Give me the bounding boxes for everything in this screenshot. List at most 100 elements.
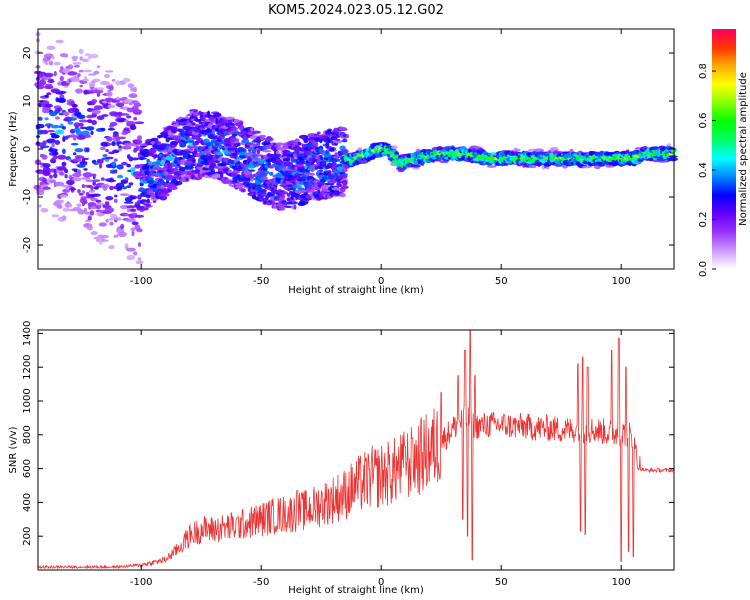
spectrogram-cell [309, 172, 315, 176]
spectrogram-cell [264, 170, 270, 174]
spectrogram-cell [74, 109, 80, 112]
spectrogram-cell [320, 184, 330, 190]
spectrogram-cell [321, 188, 330, 192]
spectrogram-cell [83, 201, 88, 204]
spectrogram-cell [133, 102, 142, 108]
spectrogram-x-ticks: -100 -50 0 50 100 [130, 29, 631, 287]
spectrogram-cell [303, 137, 309, 143]
spectrogram-cell [313, 133, 320, 137]
spectrogram-cell [342, 183, 348, 189]
colorbar-tick-label: 0.0 [698, 261, 709, 277]
spectrogram-cell [40, 208, 49, 213]
spectrogram-cell [58, 172, 65, 176]
spectrogram-cell [117, 231, 127, 237]
spectrogram-cell [123, 127, 130, 131]
spectrogram-cell [191, 122, 196, 125]
y-tick-label: 10 [22, 95, 33, 108]
spectrogram-cell [260, 136, 265, 140]
spectrogram-cell [47, 80, 55, 83]
spectrogram-cell [43, 53, 54, 59]
spectrogram-cell [237, 142, 241, 147]
spectrogram-cell [114, 217, 122, 221]
spectrogram-cell [101, 239, 109, 242]
spectrogram-cell [239, 126, 243, 131]
spectrogram-cell [109, 185, 114, 191]
spectrogram-cell [342, 133, 347, 138]
y-tick-label: -20 [22, 237, 33, 253]
spectrogram-cell [213, 112, 222, 118]
spectrogram-cell [50, 179, 56, 184]
spectrogram-cell [261, 176, 268, 180]
spectrogram-cell [220, 163, 227, 167]
spectrogram-cell [198, 133, 202, 138]
spectrogram-cell [329, 141, 335, 144]
spectrogram-cell [73, 152, 77, 156]
spectrogram-cell [100, 183, 110, 188]
spectrogram-cell [171, 135, 181, 140]
spectrogram-cell [46, 45, 56, 50]
spectrogram-cell [266, 153, 276, 157]
spectrogram-cell [133, 86, 138, 93]
spectrogram-cell [77, 209, 85, 215]
spectrogram-cell [91, 99, 98, 104]
spectrogram-cell [72, 62, 82, 65]
spectrogram-cell [78, 119, 89, 123]
spectrogram-cell [46, 92, 52, 96]
spectrogram-cell [102, 186, 108, 191]
spectrogram-cell [315, 142, 319, 148]
spectrogram-cell [111, 141, 116, 147]
spectrogram-cell [59, 194, 69, 198]
spectrogram-cell [170, 140, 179, 146]
spectrogram-cell [250, 127, 254, 132]
spectrogram-cell [319, 138, 323, 144]
spectrogram-cell [329, 148, 335, 152]
spectrogram-cell [44, 94, 49, 98]
x-tick-label: -100 [130, 276, 153, 287]
spectrogram-cell [117, 174, 124, 179]
spectrogram-cell [128, 156, 134, 162]
spectrogram-cell [121, 186, 127, 190]
spectrogram-cell [316, 131, 321, 135]
spectrogram-cell [76, 203, 82, 207]
spectrogram-cell [327, 170, 332, 175]
spectrogram-cell [146, 191, 155, 195]
spectrogram-cell [44, 123, 53, 127]
spectrogram-cell [70, 142, 79, 146]
spectrogram-cell [118, 136, 126, 140]
spectrogram-cell [64, 54, 69, 58]
spectrogram-cell [278, 206, 286, 211]
spectrogram-cell [101, 114, 109, 117]
spectrogram-cell [67, 64, 74, 70]
spectrogram-cell [136, 157, 147, 160]
spectrogram-cell [81, 190, 86, 195]
spectrogram-cell [338, 183, 342, 187]
spectrogram-cell [93, 105, 104, 110]
spectrogram-cell [333, 139, 343, 144]
spectrogram-cell [57, 90, 67, 94]
spectrogram-cell [133, 116, 138, 121]
snr-series-line [38, 330, 674, 570]
spectrogram-cell [86, 224, 94, 231]
spectrogram-cell [64, 168, 69, 174]
spectrogram-cell [594, 165, 601, 170]
spectrogram-cell [42, 170, 51, 177]
spectrogram-cell [137, 194, 142, 200]
spectrogram-cell [486, 165, 497, 168]
spectrogram-cell [111, 79, 116, 82]
spectrogram-cell [329, 157, 339, 163]
snr-plot-area [38, 330, 674, 570]
spectrogram-cell [78, 155, 85, 159]
spectrogram-cell [43, 166, 51, 172]
spectrogram-cell [127, 83, 135, 89]
spectrogram-cell [114, 169, 118, 173]
spectrogram-cell [98, 239, 103, 245]
spectrogram-cell [272, 182, 279, 186]
spectrogram-cell [114, 194, 118, 198]
spectrogram-cell [144, 188, 152, 191]
spectrogram-cell [105, 196, 114, 201]
spectrogram-cell [131, 221, 139, 226]
spectrogram-cell [49, 174, 53, 179]
spectrogram-cell [73, 64, 80, 68]
spectrogram-cell [68, 203, 72, 208]
spectrogram-cell [54, 181, 65, 187]
